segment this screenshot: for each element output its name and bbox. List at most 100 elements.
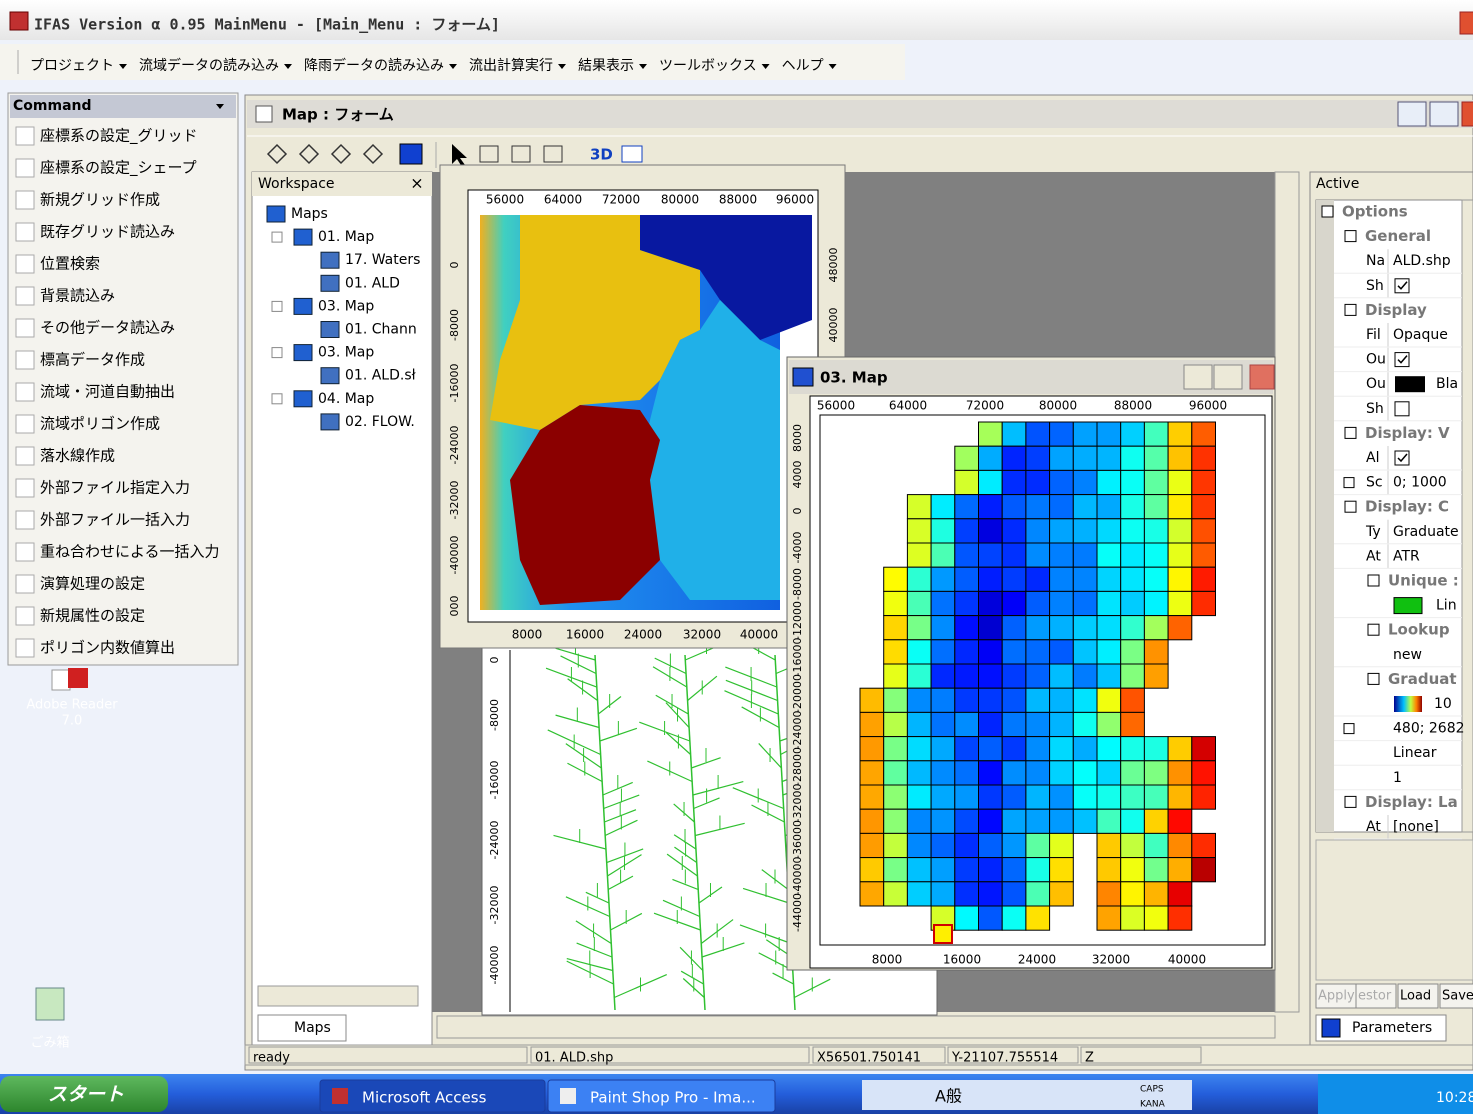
command-item[interactable]: 外部ファイル一括入力: [40, 511, 190, 529]
expander[interactable]: [1344, 303, 1357, 316]
checkbox[interactable]: [15, 510, 35, 530]
tool-icon[interactable]: [330, 143, 352, 165]
task-label[interactable]: Microsoft Access: [362, 1089, 487, 1107]
tree-item[interactable]: 04. Map: [318, 391, 374, 407]
checkbox[interactable]: [15, 286, 35, 306]
command-item[interactable]: 流域・河道自動抽出: [40, 383, 175, 401]
tool-icon[interactable]: [511, 145, 531, 163]
checkbox[interactable]: [1394, 352, 1410, 368]
selected-cell[interactable]: [933, 924, 953, 944]
tree-item[interactable]: 03. Map: [318, 298, 374, 314]
checkbox[interactable]: [15, 126, 35, 146]
checkbox[interactable]: [1394, 278, 1410, 294]
command-item[interactable]: 外部ファイル指定入力: [40, 479, 190, 497]
button-label[interactable]: Load: [1400, 989, 1431, 1004]
tool-icon[interactable]: [298, 143, 320, 165]
checkbox[interactable]: [15, 478, 35, 498]
command-item[interactable]: 演算処理の設定: [40, 575, 145, 593]
command-item[interactable]: 座標系の設定_シェープ: [40, 159, 197, 178]
button[interactable]: [1397, 983, 1439, 1009]
checkbox[interactable]: [15, 574, 35, 594]
command-item[interactable]: 流域ポリゴン作成: [40, 415, 160, 433]
tab-label[interactable]: Maps: [294, 1020, 331, 1036]
button[interactable]: [1315, 983, 1357, 1009]
tab-label[interactable]: Parameters: [1352, 1020, 1432, 1036]
close-icon[interactable]: ×: [410, 174, 423, 193]
menu-item[interactable]: 流域データの読み込み: [139, 57, 279, 74]
checkbox[interactable]: [15, 382, 35, 402]
tree-item[interactable]: 17. Waters: [345, 252, 420, 268]
window-button[interactable]: [1397, 101, 1427, 127]
expander[interactable]: [1367, 623, 1380, 636]
command-item[interactable]: 座標系の設定_グリッド: [40, 127, 198, 146]
checkbox[interactable]: [15, 542, 35, 562]
checkbox[interactable]: [15, 606, 35, 626]
tree-item[interactable]: 01. ALD: [345, 275, 400, 291]
tree-item[interactable]: 01. Map: [318, 229, 374, 245]
start-button[interactable]: [0, 1076, 168, 1112]
desktop-icon-label[interactable]: Adobe Reader: [26, 698, 118, 713]
start-label[interactable]: スタート: [48, 1084, 124, 1106]
tree-expander[interactable]: [271, 231, 283, 243]
tool-icon[interactable]: [362, 143, 384, 165]
menu-item[interactable]: ヘルプ: [782, 58, 824, 74]
tree-item[interactable]: Maps: [291, 206, 328, 222]
command-item[interactable]: 新規属性の設定: [40, 607, 145, 625]
checkbox[interactable]: [1394, 450, 1410, 466]
command-item[interactable]: その他データ読込み: [40, 319, 175, 337]
desktop-icon-label[interactable]: ごみ箱: [30, 1035, 69, 1051]
checkbox[interactable]: [15, 446, 35, 466]
close-button[interactable]: [1459, 11, 1473, 35]
expander[interactable]: [1343, 723, 1355, 735]
menu-item[interactable]: プロジェクト: [30, 58, 114, 74]
expander[interactable]: [1344, 230, 1357, 243]
tool-icon[interactable]: [399, 143, 423, 165]
tree-expander[interactable]: [271, 347, 283, 359]
window-button[interactable]: [1213, 364, 1243, 390]
command-item[interactable]: 新規グリッド作成: [40, 191, 160, 209]
expander[interactable]: [1367, 672, 1380, 685]
task-button[interactable]: [547, 1079, 776, 1113]
checkbox[interactable]: [15, 254, 35, 274]
button[interactable]: [1355, 983, 1397, 1009]
desktop-icon-label[interactable]: 7.0: [62, 714, 83, 729]
checkbox[interactable]: [1394, 401, 1410, 417]
menu-item[interactable]: ツールボックス: [659, 58, 757, 74]
close-button[interactable]: [1461, 101, 1473, 127]
tool-icon[interactable]: [543, 145, 563, 163]
command-item[interactable]: 背景読込み: [40, 287, 115, 305]
task-label[interactable]: Paint Shop Pro - Ima...: [590, 1089, 756, 1107]
command-item[interactable]: 落水線作成: [40, 447, 115, 465]
window-button[interactable]: [1183, 364, 1213, 390]
tree-expander[interactable]: [271, 300, 283, 312]
command-item[interactable]: 標高データ作成: [40, 351, 145, 369]
checkbox[interactable]: [15, 350, 35, 370]
expander[interactable]: [1343, 477, 1355, 489]
command-item[interactable]: ポリゴン内数値算出: [40, 639, 175, 657]
checkbox[interactable]: [15, 222, 35, 242]
expander[interactable]: [1321, 205, 1334, 218]
expander[interactable]: [1344, 426, 1357, 439]
button-label[interactable]: estor: [1358, 989, 1392, 1004]
button[interactable]: [1439, 983, 1473, 1009]
expander[interactable]: [1344, 500, 1357, 513]
tool-icon[interactable]: [479, 145, 499, 163]
checkbox[interactable]: [15, 190, 35, 210]
checkbox[interactable]: [15, 414, 35, 434]
tree-item[interactable]: 02. FLOW.: [345, 414, 415, 430]
tool-icon[interactable]: [452, 144, 467, 167]
tool-3d[interactable]: 3D: [590, 146, 613, 164]
checkbox[interactable]: [15, 158, 35, 178]
tree-item[interactable]: 03. Map: [318, 345, 374, 361]
expander[interactable]: [1367, 574, 1380, 587]
tree-expander[interactable]: [271, 393, 283, 405]
checkbox[interactable]: [15, 318, 35, 338]
tool-icon[interactable]: [266, 143, 288, 165]
task-button[interactable]: [319, 1079, 546, 1113]
tree-item[interactable]: 01. ALD.sł: [345, 368, 416, 384]
tool-icon[interactable]: [621, 145, 643, 163]
expander[interactable]: [1344, 795, 1357, 808]
window-button[interactable]: [1429, 101, 1459, 127]
command-item[interactable]: 位置検索: [40, 255, 100, 273]
button-label[interactable]: Apply: [1318, 989, 1355, 1004]
